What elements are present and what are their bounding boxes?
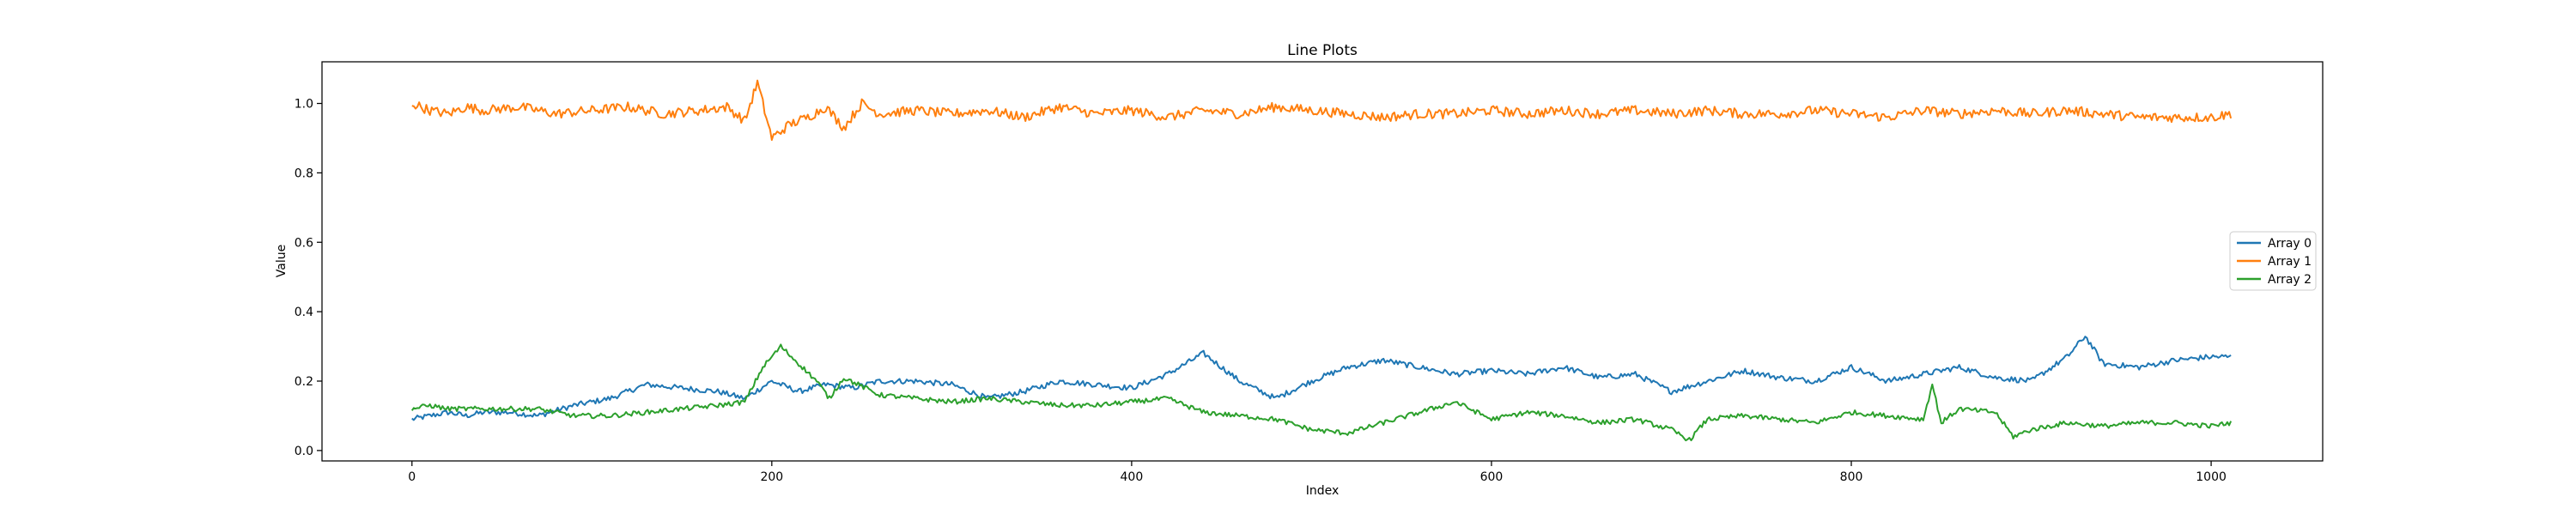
chart-title: Line Plots [1287,42,1358,59]
x-tick-label: 800 [1840,470,1863,484]
series-line-2 [410,343,2233,442]
plot-frame [321,61,2324,462]
y-tick-label: 0.2 [295,375,313,389]
y-axis: 0.0 0.2 0.4 0.6 0.8 1.0 [295,98,322,458]
series-line-0 [411,336,2232,421]
x-axis-label: Index [1306,484,1340,498]
x-tick-label: 200 [760,470,783,484]
y-tick-label: 1.0 [295,98,313,112]
x-tick-label: 400 [1121,470,1144,484]
legend-box [2229,231,2317,291]
y-tick-label: 0.4 [295,306,313,319]
legend: Array 0 Array 1 Array 2 [2229,231,2317,291]
y-tick-label: 0.6 [295,236,313,250]
x-axis: 0 200 400 600 800 1000 [408,461,2227,484]
series-line-1 [411,79,2233,142]
x-tick-label: 0 [408,470,416,484]
plot-area [410,79,2233,442]
y-axis-label: Value [275,245,289,277]
y-tick-label: 0.8 [295,167,313,180]
legend-label: Array 0 [2268,237,2312,251]
y-tick-label: 0.0 [295,445,313,458]
x-tick-label: 600 [1480,470,1504,484]
legend-label: Array 1 [2268,255,2312,269]
legend-label: Array 2 [2268,273,2312,287]
x-tick-label: 1000 [2196,470,2227,484]
